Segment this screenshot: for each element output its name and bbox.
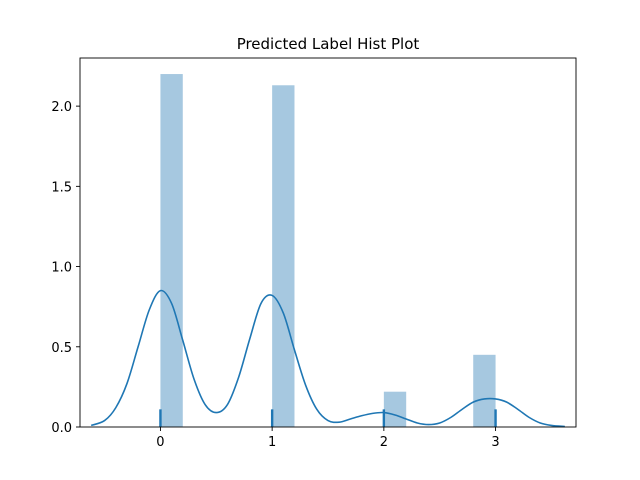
x-tick-label-1: 1 bbox=[268, 435, 276, 450]
kde-curve-group bbox=[90, 289, 565, 428]
histogram-bar-0 bbox=[160, 74, 183, 427]
chart-title: Predicted Label Hist Plot bbox=[237, 35, 420, 53]
histogram-bar-2 bbox=[383, 391, 407, 427]
y-tick-label-0: 0.0 bbox=[51, 421, 72, 436]
x-tick-label-0: 0 bbox=[156, 435, 164, 450]
x-tick-label-3: 3 bbox=[491, 435, 499, 450]
x-tick-label-2: 2 bbox=[380, 435, 388, 450]
y-tick-label-2: 1.0 bbox=[51, 261, 72, 276]
histogram-bars bbox=[160, 74, 496, 427]
histogram-bar-3 bbox=[473, 354, 496, 427]
kde-curve bbox=[90, 289, 565, 428]
y-tick-label-1: 0.5 bbox=[51, 341, 72, 356]
plot-frame bbox=[79, 57, 577, 428]
axes: 0 1 2 3 0.0 0.5 1.0 1.5 2.0 bbox=[51, 57, 577, 450]
y-tick-label-4: 2.0 bbox=[51, 100, 72, 115]
rug-marks bbox=[159, 409, 497, 427]
histogram-bar-1 bbox=[272, 85, 295, 427]
y-tick-label-3: 1.5 bbox=[51, 180, 72, 195]
